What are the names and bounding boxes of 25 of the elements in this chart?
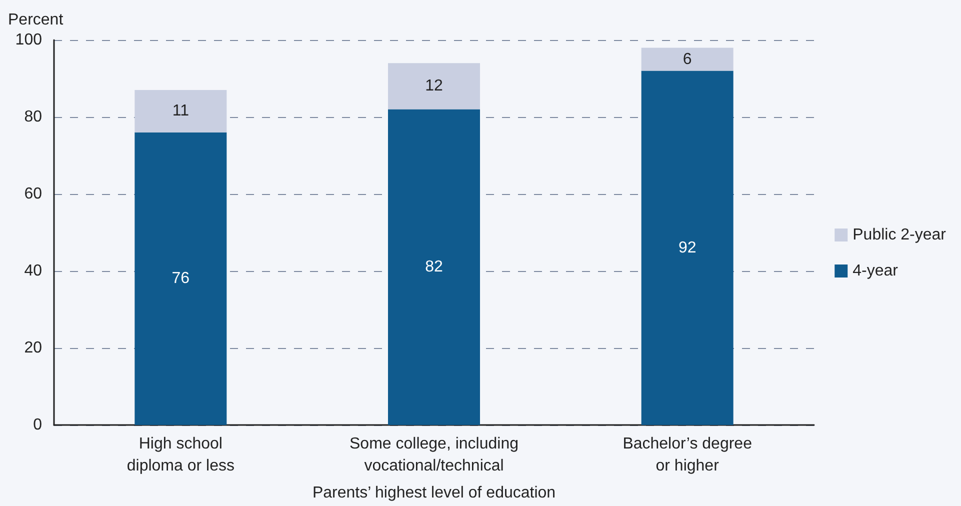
y-tick-label: 80 — [24, 108, 42, 126]
x-tick-label: Bachelor’s degree or higher — [622, 436, 752, 474]
bar — [134, 90, 227, 132]
y-tick-label: 60 — [24, 186, 42, 202]
data-label: 76 — [172, 270, 190, 288]
data-label: 11 — [172, 102, 190, 120]
data-label: 82 — [425, 258, 443, 276]
legend-label: 4-year — [852, 262, 899, 280]
data-label: 6 — [682, 50, 692, 68]
x-tick-label: Some college, including vocational/technical — [350, 436, 518, 474]
bar — [641, 48, 734, 71]
bar — [641, 70, 734, 425]
x-axis-title: Parents’ highest level of education — [312, 484, 556, 502]
bar — [388, 109, 480, 425]
x-tick-label: High school diploma or less — [126, 436, 234, 474]
y-tick-label: 20 — [24, 340, 42, 356]
y-tick-label: 100 — [15, 32, 42, 48]
y-axis-title: Percent — [8, 12, 64, 28]
y-tick-label: 40 — [24, 262, 42, 280]
y-tick-label: 0 — [33, 416, 42, 434]
data-label: 12 — [425, 78, 443, 95]
data-label: 92 — [678, 239, 696, 256]
legend-label: Public 2-year — [852, 226, 947, 244]
bar — [134, 132, 227, 425]
bar — [388, 63, 480, 110]
